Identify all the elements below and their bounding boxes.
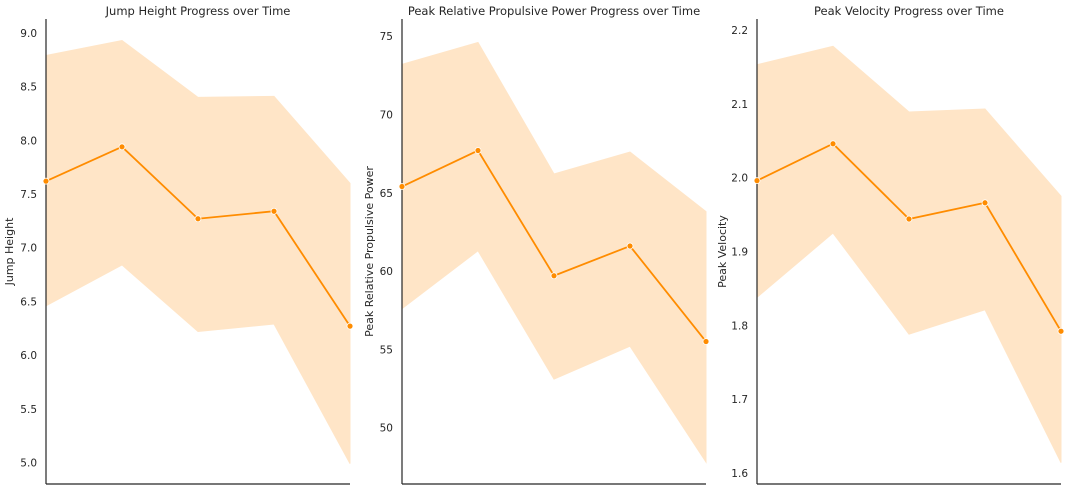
data-point [829,140,837,148]
confidence-band [401,41,707,464]
chart-title: Peak Relative Propulsive Power Progress … [408,4,700,18]
chart-title: Jump Height Progress over Time [105,4,291,18]
data-point [346,322,354,330]
subplot-peak-relative-propulsive-power: Peak Relative Propulsive Power Progress … [363,4,710,485]
y-tick-label: 1.8 [731,320,748,332]
y-tick-label: 55 [380,344,393,356]
data-point [398,183,406,190]
y-tick-label: 2.1 [731,99,748,111]
y-tick-label: 8.0 [20,135,37,147]
data-point [1057,327,1065,335]
y-tick-label: 1.7 [731,394,748,406]
y-tick-label: 2.2 [731,25,748,37]
y-tick-label: 6.0 [20,350,37,362]
y-tick-label: 7.5 [20,189,37,201]
data-point [626,242,634,250]
y-axis-label: Peak Relative Propulsive Power [363,166,376,337]
y-tick-label: 8.5 [20,82,37,94]
chart-title: Peak Velocity Progress over Time [814,4,1004,18]
data-point [118,143,126,151]
y-tick-label: 75 [380,31,393,43]
confidence-band [45,39,351,464]
data-point [753,177,761,185]
y-tick-label: 6.5 [20,296,37,308]
y-tick-label: 2.0 [731,173,748,185]
data-point [42,177,50,185]
y-tick-label: 1.9 [731,247,748,259]
y-tick-label: 9.0 [20,28,37,40]
y-tick-label: 5.0 [20,458,37,470]
y-tick-label: 7.0 [20,243,37,255]
y-tick-label: 70 [380,110,393,122]
y-tick-label: 1.6 [731,468,748,480]
subplot-peak-velocity: Peak Velocity Progress over Time Peak Ve… [716,4,1065,485]
y-tick-label: 50 [380,423,393,435]
data-point [702,338,710,345]
y-axis-label: Jump Height [3,217,16,286]
data-point [905,215,913,223]
data-point [194,215,202,223]
y-tick-label: 5.5 [20,404,37,416]
data-point [474,147,482,154]
data-point [981,199,989,207]
y-axis-label: Peak Velocity [716,215,729,288]
data-point [550,272,558,280]
subplot-jump-height: Jump Height Progress over Time Jump Heig… [3,4,354,485]
y-tick-label: 60 [380,266,393,278]
confidence-band [756,45,1062,463]
y-tick-label: 65 [380,188,393,200]
data-point [270,207,278,215]
